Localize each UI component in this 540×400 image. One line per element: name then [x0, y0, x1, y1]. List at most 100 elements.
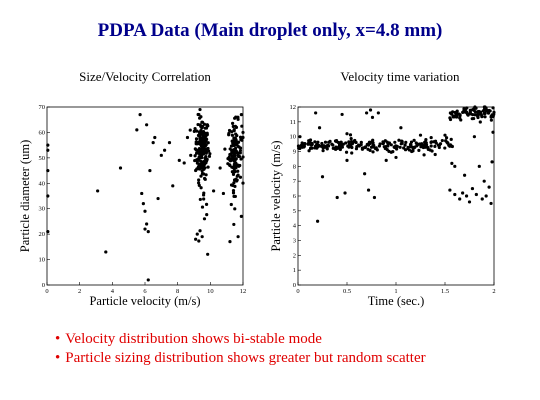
- data-point: [316, 219, 320, 223]
- data-point: [198, 116, 202, 120]
- data-point: [483, 115, 487, 119]
- data-point: [341, 142, 345, 146]
- x-tick-label: 12: [240, 288, 247, 295]
- data-point: [200, 205, 205, 209]
- data-point: [238, 151, 242, 155]
- data-point: [198, 229, 202, 233]
- data-point: [46, 230, 50, 234]
- data-point: [232, 178, 237, 182]
- data-point: [234, 132, 238, 136]
- data-point: [383, 139, 387, 143]
- chart-size-velocity: 0 2 4 6 8 10 12 0 10 20 30 40 50 60 70 Particle velocit…: [18, 104, 246, 308]
- data-point: [316, 140, 320, 144]
- data-point: [300, 141, 304, 145]
- data-point: [368, 108, 373, 112]
- data-point: [366, 143, 371, 147]
- data-point: [207, 154, 212, 158]
- data-point: [234, 151, 239, 155]
- data-point: [201, 136, 205, 140]
- data-point: [241, 130, 245, 135]
- data-point: [200, 124, 205, 128]
- data-point: [487, 108, 491, 113]
- x-tick-label: 2: [492, 288, 495, 295]
- data-point: [413, 145, 417, 149]
- data-point: [193, 158, 197, 163]
- data-point: [228, 152, 232, 157]
- x-tick-label: 1: [394, 288, 397, 295]
- data-point: [239, 138, 243, 142]
- y-tick-label: 11: [290, 119, 296, 126]
- data-point: [229, 144, 234, 148]
- data-point: [298, 135, 302, 139]
- data-point: [238, 163, 242, 168]
- data-point: [394, 155, 398, 160]
- data-point: [233, 184, 237, 188]
- data-point: [470, 186, 475, 191]
- data-point: [348, 133, 353, 137]
- bullet-dot-icon: •: [55, 350, 61, 366]
- data-point: [410, 149, 414, 154]
- data-point: [448, 188, 452, 192]
- data-point: [198, 197, 202, 202]
- data-point: [437, 145, 441, 150]
- data-point: [490, 113, 494, 117]
- y-tick-label: 50: [39, 155, 46, 162]
- data-point: [387, 141, 392, 145]
- data-point: [96, 189, 100, 193]
- data-point: [354, 140, 358, 145]
- data-point: [236, 144, 240, 149]
- data-point: [206, 141, 210, 145]
- data-point: [199, 174, 203, 178]
- data-point: [491, 106, 495, 110]
- data-point: [389, 150, 393, 154]
- data-point: [355, 145, 359, 149]
- x-tick-label: 0.5: [343, 288, 351, 295]
- data-point: [321, 146, 325, 150]
- data-point: [197, 130, 202, 134]
- data-point: [234, 161, 238, 165]
- data-point: [403, 143, 407, 147]
- data-point: [344, 141, 348, 145]
- y-tick-label: 3: [293, 238, 296, 245]
- data-point: [232, 222, 236, 227]
- data-point: [206, 146, 210, 151]
- data-point: [143, 209, 147, 213]
- data-point: [236, 173, 240, 177]
- y-tick-label: 2: [293, 252, 296, 259]
- bullet-text: Particle sizing distribution shows great…: [65, 350, 426, 366]
- bullet-list: • Velocity distribution shows bi-stable m…: [55, 330, 426, 368]
- data-point: [198, 140, 202, 144]
- data-point: [323, 140, 328, 144]
- data-point: [230, 157, 234, 162]
- y-tick-label: 1: [293, 267, 296, 274]
- data-point: [382, 145, 386, 149]
- data-point: [465, 112, 470, 116]
- data-point: [200, 120, 204, 124]
- data-point: [205, 213, 209, 217]
- bullet-item: • Velocity distribution shows bi-stable m…: [55, 330, 426, 349]
- data-point: [167, 141, 172, 145]
- chart2-title: Velocity time variation: [340, 69, 460, 84]
- data-point: [236, 117, 240, 121]
- y-tick-label: 4: [293, 223, 297, 230]
- y-tick-label: 20: [39, 231, 46, 238]
- data-point: [234, 125, 239, 129]
- data-point: [429, 135, 433, 140]
- data-point: [221, 191, 225, 196]
- data-point: [204, 154, 208, 159]
- data-point: [399, 126, 403, 130]
- data-point: [197, 239, 201, 243]
- data-point: [363, 172, 367, 176]
- data-point: [194, 237, 198, 241]
- data-point: [205, 123, 209, 127]
- data-point: [417, 148, 421, 152]
- data-point: [193, 126, 197, 131]
- data-point: [349, 137, 353, 141]
- y-tick-label: 0: [293, 282, 296, 289]
- data-point: [376, 111, 380, 115]
- chart1-title: Size/Velocity Correlation: [79, 69, 211, 84]
- y-tick-label: 5: [293, 208, 296, 215]
- data-point: [320, 175, 325, 179]
- data-point: [239, 214, 243, 218]
- data-point: [177, 158, 181, 162]
